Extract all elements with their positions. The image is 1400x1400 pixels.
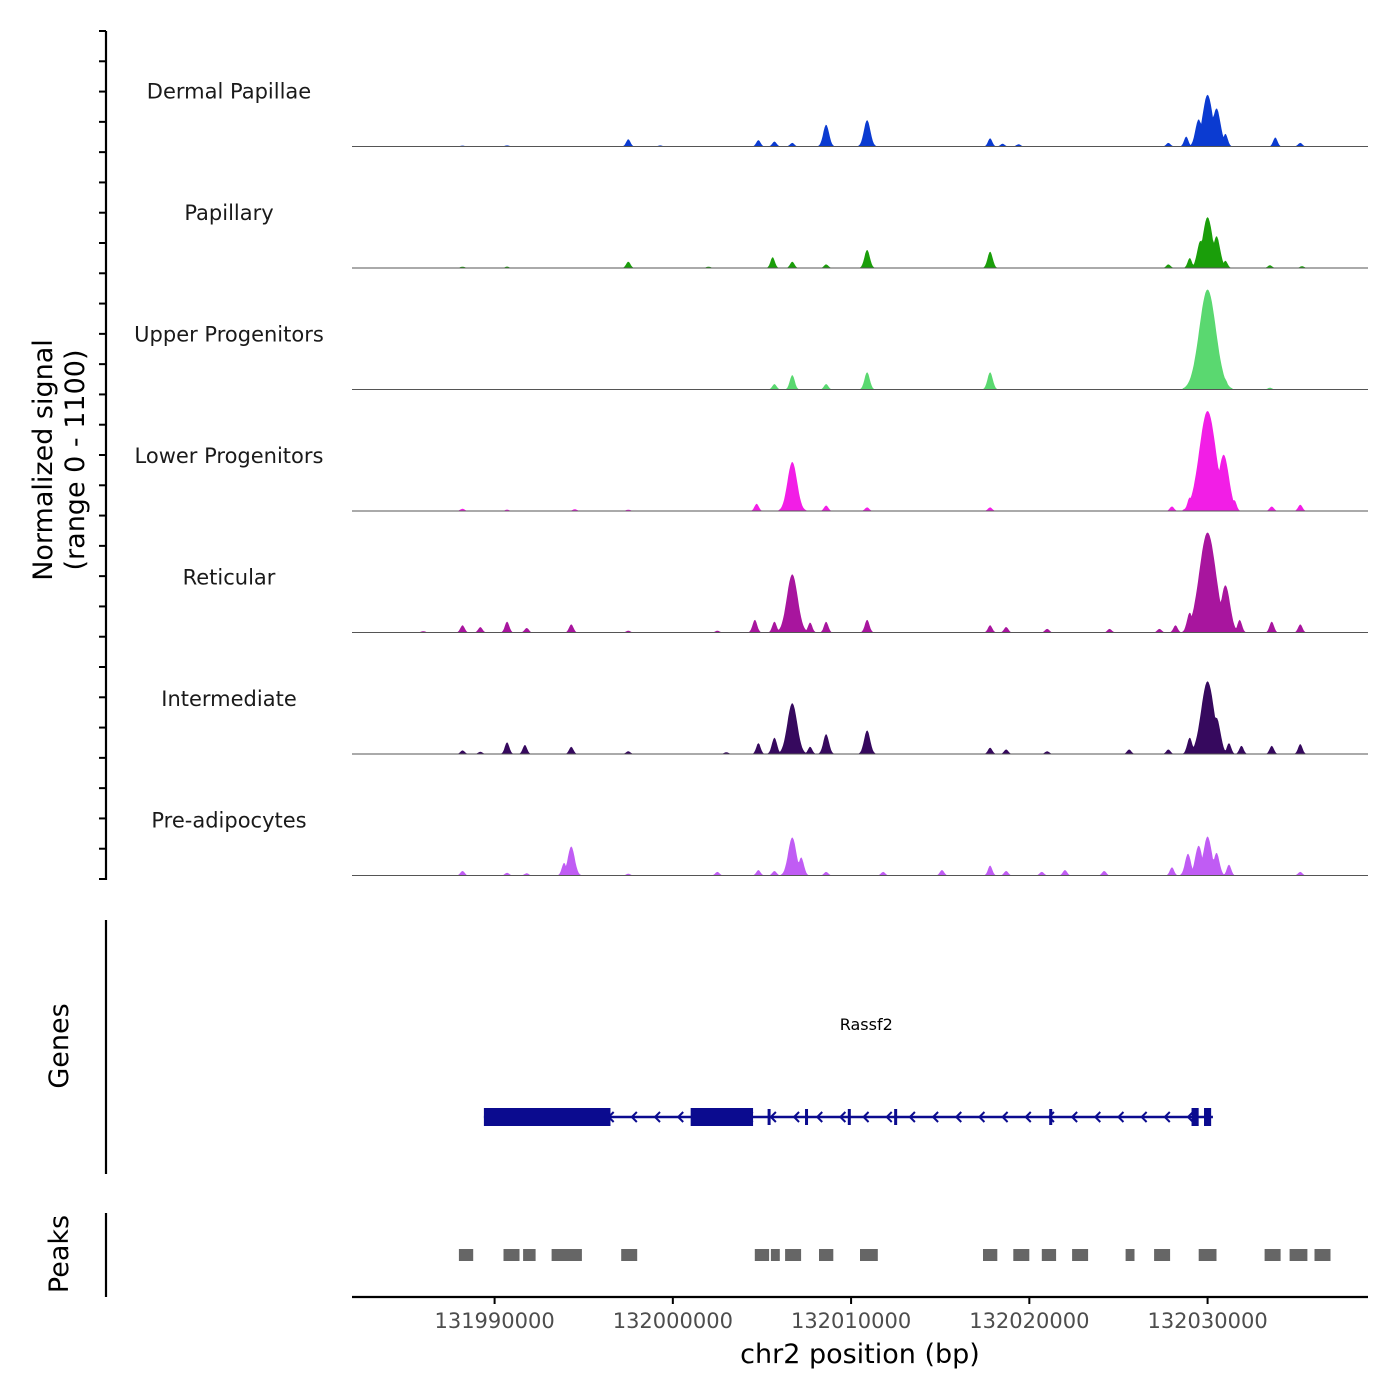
track-label: Lower Progenitors — [135, 444, 324, 468]
gene-exon-minor — [805, 1109, 809, 1125]
strand-arrow — [1163, 1111, 1171, 1123]
peak-region — [1198, 1249, 1217, 1261]
peak-region — [1041, 1249, 1057, 1261]
x-tick-label: 131990000 — [434, 1309, 554, 1333]
strand-arrow — [653, 1111, 661, 1123]
track-label: Dermal Papillae — [147, 80, 311, 104]
gene-exon-minor — [1049, 1109, 1053, 1125]
strand-arrow — [862, 1111, 870, 1123]
peak-region — [1264, 1249, 1281, 1261]
gene-name-label: Rassf2 — [840, 1015, 893, 1034]
peak-region — [770, 1249, 780, 1261]
peak-region — [754, 1249, 770, 1261]
left-axes — [99, 30, 108, 1297]
coverage-area — [352, 681, 1368, 754]
strand-arrow — [815, 1111, 823, 1123]
strand-arrow — [1070, 1111, 1078, 1123]
peak-region — [1125, 1249, 1135, 1261]
coverage-area — [352, 94, 1368, 147]
x-axis-title: chr2 position (bp) — [740, 1339, 980, 1370]
strand-arrow — [908, 1111, 916, 1123]
track-lower-progenitors: Lower Progenitors — [135, 410, 1368, 512]
strand-arrow — [769, 1111, 777, 1123]
peak-region — [1013, 1249, 1030, 1261]
x-tick-label: 132010000 — [791, 1309, 911, 1333]
strand-arrow — [1117, 1111, 1125, 1123]
peak-region — [523, 1249, 536, 1261]
coverage-area — [352, 411, 1368, 511]
coverage-tracks: Dermal Papillae Papillary Upper Progenitor… — [134, 80, 1368, 876]
peak-region — [1072, 1249, 1089, 1261]
peak-region — [458, 1249, 474, 1261]
strand-arrow — [630, 1111, 638, 1123]
track-intermediate: Intermediate — [161, 681, 1368, 755]
strand-arrow — [978, 1111, 986, 1123]
track-papillary: Papillary — [184, 201, 1368, 269]
strand-arrow — [792, 1111, 800, 1123]
x-tick-label: 132030000 — [1147, 1309, 1267, 1333]
track-pre-adipocytes: Pre-adipocytes — [151, 809, 1368, 876]
x-axis: 131990000 132000000 132010000 132020000 1320… — [352, 1295, 1368, 1333]
peak-region — [1154, 1249, 1171, 1261]
gene-exon-minor — [767, 1109, 771, 1125]
track-upper-progenitors: Upper Progenitors — [134, 289, 1368, 390]
peak-track — [458, 1249, 1331, 1261]
strand-arrow — [676, 1111, 684, 1123]
coverage-area — [352, 289, 1368, 390]
strand-arrow — [1047, 1111, 1055, 1123]
peak-region — [983, 1249, 998, 1261]
peak-region — [1314, 1249, 1331, 1261]
peak-region — [621, 1249, 638, 1261]
coverage-area — [352, 532, 1368, 633]
gene-exon-minor — [847, 1109, 851, 1125]
genes-track-title: Genes — [44, 1003, 75, 1088]
strand-arrow — [885, 1111, 893, 1123]
coverage-area — [352, 836, 1368, 876]
gene-track: Rassf2 — [483, 1015, 1213, 1126]
gene-exon — [1204, 1108, 1212, 1126]
gene-exon — [483, 1108, 611, 1126]
strand-arrow — [1001, 1111, 1009, 1123]
track-label: Reticular — [183, 566, 276, 590]
gene-exon — [1191, 1108, 1199, 1126]
track-label: Pre-adipocytes — [151, 809, 306, 833]
track-dermal-papillae: Dermal Papillae — [147, 80, 1368, 147]
y-axis-title-line1: Normalized signal — [28, 339, 59, 581]
gene-exon — [690, 1108, 754, 1126]
strand-arrow — [838, 1111, 847, 1123]
track-label: Papillary — [184, 201, 273, 225]
strand-arrow — [1186, 1111, 1194, 1123]
peaks-track-title: Peaks — [44, 1215, 75, 1293]
coverage-area — [352, 217, 1368, 268]
strand-arrow — [1024, 1111, 1032, 1123]
y-axis-title-line2: (range 0 - 1100) — [60, 350, 91, 571]
x-tick-label: 132000000 — [613, 1309, 733, 1333]
peak-region — [860, 1249, 878, 1261]
strand-arrow — [931, 1111, 939, 1123]
x-tick-label: 132020000 — [969, 1309, 1089, 1333]
gene-exon-minor — [894, 1109, 898, 1125]
peak-region — [503, 1249, 520, 1261]
strand-arrow — [1093, 1111, 1101, 1123]
peak-region — [551, 1249, 582, 1261]
strand-arrow — [1140, 1111, 1148, 1123]
strand-arrow — [954, 1111, 962, 1123]
peak-region — [785, 1249, 802, 1261]
track-label: Intermediate — [161, 687, 297, 711]
peak-region — [819, 1249, 834, 1261]
peak-region — [1289, 1249, 1308, 1261]
track-label: Upper Progenitors — [134, 323, 324, 347]
track-reticular: Reticular — [183, 532, 1368, 633]
